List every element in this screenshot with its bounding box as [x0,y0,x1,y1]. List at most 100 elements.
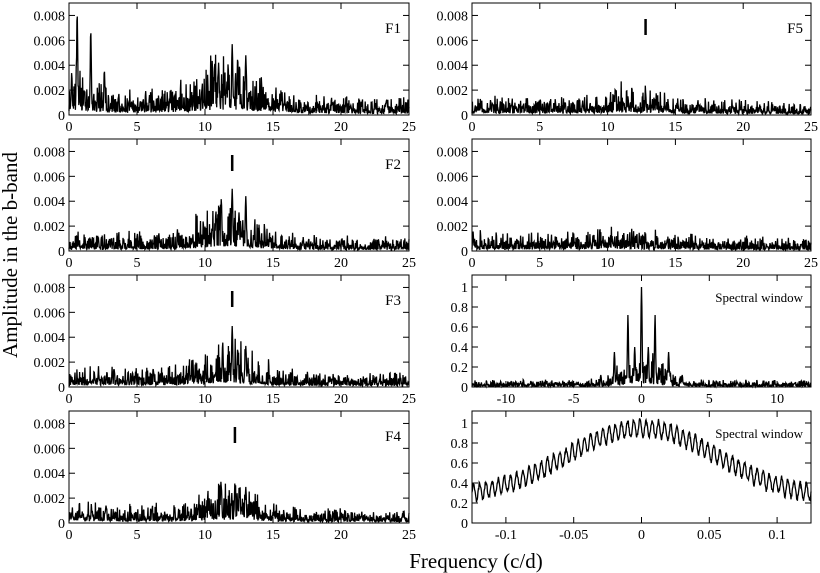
x-tick-label: 15 [266,392,280,407]
panel-frame [68,138,410,252]
x-tick-label: 15 [266,120,280,135]
y-tick-label: 0.6 [451,457,469,472]
y-tick-label: 0.002 [34,492,66,507]
x-tick-label: 5 [706,392,713,407]
y-tick-label: 0 [58,381,65,396]
x-tick-label: -5 [568,392,580,407]
panel-label: Spectral window [715,426,803,441]
panel-label: F4 [385,429,401,445]
x-tick-label: 0.1 [768,528,786,543]
x-tick-label: 0 [66,256,73,271]
x-tick-label: 25 [804,256,818,271]
panel-frame [68,2,410,116]
x-tick-label: 0.05 [697,528,722,543]
y-tick-label: 0.6 [451,321,469,336]
spectrum-trace [68,188,410,252]
y-tick-label: 0.008 [437,9,469,24]
y-tick-label: 0.002 [34,356,66,371]
spectrum-trace [68,325,410,388]
panel-amp-F4: 0 5 10 15 20 25 0 0.002 0.004 0.006 0.008 F4 [34,410,416,543]
x-tick-label: 10 [198,120,212,135]
x-tick-label: 20 [736,256,750,271]
x-tick-label: 10 [770,392,784,407]
y-tick-label: 0.004 [34,59,66,74]
x-tick-label: 0 [638,528,645,543]
panel-label: Spectral window [715,290,803,305]
spectrum-trace [68,481,410,524]
panel-frame [68,274,410,388]
y-tick-label: 0.002 [34,220,66,235]
y-tick-label: 0 [461,381,468,396]
panel-frame [68,410,410,524]
x-tick-label: 0 [469,256,476,271]
y-tick-label: 0.8 [451,437,469,452]
y-tick-label: 0.002 [437,220,469,235]
y-tick-label: 0 [58,109,65,124]
y-tick-label: 0.006 [34,442,66,457]
x-tick-label: -10 [497,392,516,407]
x-tick-label: 25 [402,120,416,135]
spectrum-trace [471,286,812,389]
panel-amp-residual: 0 5 10 15 20 25 0 0.002 0.004 0.006 0.008 [437,138,818,271]
x-tick-label: 20 [334,528,348,543]
y-tick-label: 0.008 [34,281,66,296]
x-tick-label: 0 [66,392,73,407]
x-tick-label: 5 [134,528,141,543]
y-tick-label: 0.4 [451,341,469,356]
y-tick-label: 0.006 [34,306,66,321]
y-tick-label: 0 [461,109,468,124]
x-tick-label: 10 [198,392,212,407]
x-tick-label: 15 [266,528,280,543]
y-tick-label: 0.006 [34,34,66,49]
panel-amp-F1: 0 5 10 15 20 25 0 0.002 0.004 0.006 0.008 F1 [34,2,416,135]
y-tick-label: 0.002 [34,84,66,99]
x-tick-label: -0.05 [559,528,588,543]
y-tick-label: 0 [58,517,65,532]
y-tick-label: 0.002 [437,84,469,99]
spectrum-trace [471,417,812,503]
spectrum-trace [68,16,410,116]
x-tick-label: -0.1 [495,528,517,543]
panel-label: F1 [385,21,401,37]
panel-frame [471,138,812,252]
y-tick-label: 0.006 [437,170,469,185]
x-tick-label: 20 [736,120,750,135]
y-tick-label: 0.004 [34,467,66,482]
x-tick-label: 25 [402,392,416,407]
spectrum-trace [471,226,812,252]
x-tick-label: 0 [469,120,476,135]
x-tick-label: 25 [402,256,416,271]
panel-frame [471,2,812,116]
y-tick-label: 0.008 [34,145,66,160]
x-tick-label: 0 [66,120,73,135]
x-tick-label: 10 [601,120,615,135]
x-tick-label: 5 [134,256,141,271]
y-tick-label: 0.006 [34,170,66,185]
y-tick-label: 0.8 [451,301,469,316]
y-tick-label: 0.004 [34,331,66,346]
panel-label: F2 [385,157,401,173]
x-tick-label: 5 [536,120,543,135]
y-tick-label: 0.008 [34,9,66,24]
y-tick-label: 0.2 [451,361,469,376]
panel-spectral-window: -10 -5 0 5 10 0 0.2 0.4 0.6 0.8 1 Spectral window [451,274,812,407]
y-tick-label: 0.2 [451,497,469,512]
panel-label: F3 [385,293,401,309]
x-tick-label: 0 [638,392,645,407]
y-tick-label: 0.4 [451,477,469,492]
y-tick-label: 0.004 [34,195,66,210]
spectrum-trace [471,81,812,117]
x-axis-title: Frequency (c/d) [409,549,543,573]
x-tick-label: 25 [402,528,416,543]
panel-amp-F2: 0 5 10 15 20 25 0 0.002 0.004 0.006 0.008 F2 [34,138,416,271]
y-tick-label: 0.008 [437,145,469,160]
x-tick-label: 5 [134,120,141,135]
y-tick-label: 0.004 [437,59,469,74]
y-tick-label: 0 [461,245,468,260]
y-tick-label: 0.008 [34,417,66,432]
y-tick-label: 0.006 [437,34,469,49]
y-tick-label: 1 [461,281,468,296]
panel-label: F5 [787,21,803,37]
